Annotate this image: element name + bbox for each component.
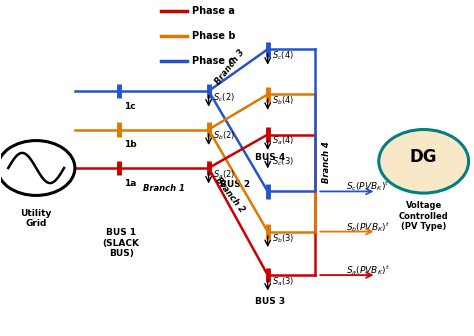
Text: Branch 3: Branch 3 [213, 47, 246, 86]
Text: Phase c: Phase c [192, 56, 234, 66]
Text: $S_b(2)$: $S_b(2)$ [213, 130, 236, 142]
Text: Branch 1: Branch 1 [143, 183, 185, 193]
Text: Branch 4: Branch 4 [322, 141, 331, 183]
Text: $S_b(PVB_K)^t$: $S_b(PVB_K)^t$ [346, 220, 390, 234]
Text: 1a: 1a [125, 178, 137, 187]
Text: Branch 2: Branch 2 [213, 175, 246, 214]
Text: DG: DG [410, 148, 438, 166]
Text: $S_a(2)$: $S_a(2)$ [213, 168, 236, 181]
Text: BUS 1
(SLACK
BUS): BUS 1 (SLACK BUS) [103, 228, 140, 258]
Text: BUS 4: BUS 4 [255, 153, 285, 162]
Text: $S_c(2)$: $S_c(2)$ [213, 91, 235, 104]
Text: BUS 2: BUS 2 [219, 180, 250, 189]
Text: $S_b(4)$: $S_b(4)$ [273, 95, 295, 107]
Text: BUS 3: BUS 3 [255, 297, 285, 306]
Text: Phase a: Phase a [192, 6, 235, 16]
Circle shape [379, 129, 469, 193]
Text: $S_a(PVB_K)^t$: $S_a(PVB_K)^t$ [346, 263, 390, 277]
Text: $S_c(4)$: $S_c(4)$ [273, 50, 294, 62]
Text: $S_b(3)$: $S_b(3)$ [273, 232, 295, 245]
Text: Voltage
Controlled
(PV Type): Voltage Controlled (PV Type) [399, 202, 448, 231]
Text: 1c: 1c [125, 101, 136, 111]
Text: Utility
Grid: Utility Grid [20, 209, 52, 228]
Text: $S_a(4)$: $S_a(4)$ [273, 135, 295, 148]
Text: Phase b: Phase b [192, 31, 236, 41]
Text: $S_c(PVB_K)^t$: $S_c(PVB_K)^t$ [346, 179, 389, 193]
Text: $S_a(3)$: $S_a(3)$ [273, 276, 295, 288]
Text: 1b: 1b [125, 140, 137, 149]
Text: $S_c(3)$: $S_c(3)$ [273, 155, 294, 168]
